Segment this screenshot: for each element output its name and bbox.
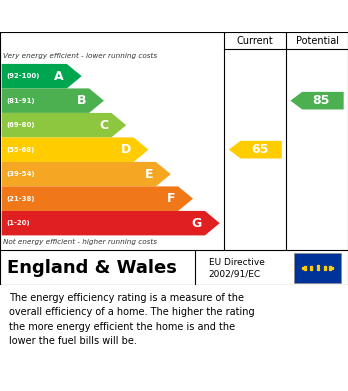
- Text: B: B: [77, 94, 86, 107]
- Text: 65: 65: [251, 143, 268, 156]
- Text: D: D: [121, 143, 131, 156]
- Text: E: E: [145, 168, 153, 181]
- Polygon shape: [290, 92, 344, 109]
- Text: Not energy efficient - higher running costs: Not energy efficient - higher running co…: [3, 239, 158, 245]
- Text: F: F: [167, 192, 175, 205]
- Text: (55-68): (55-68): [6, 147, 34, 152]
- Polygon shape: [2, 64, 82, 88]
- Text: (21-38): (21-38): [6, 196, 35, 202]
- Polygon shape: [2, 88, 104, 113]
- Polygon shape: [2, 137, 149, 162]
- Polygon shape: [2, 187, 193, 211]
- Text: Current: Current: [237, 36, 274, 46]
- Text: Energy Efficiency Rating: Energy Efficiency Rating: [69, 9, 279, 23]
- Text: 2002/91/EC: 2002/91/EC: [209, 270, 261, 279]
- Text: England & Wales: England & Wales: [7, 259, 177, 277]
- FancyBboxPatch shape: [294, 253, 341, 283]
- Text: Very energy efficient - lower running costs: Very energy efficient - lower running co…: [3, 53, 158, 59]
- Text: G: G: [192, 217, 202, 230]
- Text: The energy efficiency rating is a measure of the
overall efficiency of a home. T: The energy efficiency rating is a measur…: [9, 293, 254, 346]
- Text: 85: 85: [313, 94, 330, 107]
- Text: A: A: [54, 70, 64, 83]
- Text: C: C: [100, 118, 109, 132]
- Polygon shape: [2, 162, 171, 187]
- Text: (39-54): (39-54): [6, 171, 35, 177]
- Text: Potential: Potential: [295, 36, 339, 46]
- Text: (69-80): (69-80): [6, 122, 35, 128]
- Polygon shape: [2, 113, 126, 137]
- Text: (92-100): (92-100): [6, 73, 40, 79]
- Polygon shape: [2, 211, 220, 235]
- Text: (81-91): (81-91): [6, 98, 35, 104]
- Polygon shape: [229, 141, 282, 158]
- Text: EU Directive: EU Directive: [209, 258, 265, 267]
- Text: (1-20): (1-20): [6, 220, 30, 226]
